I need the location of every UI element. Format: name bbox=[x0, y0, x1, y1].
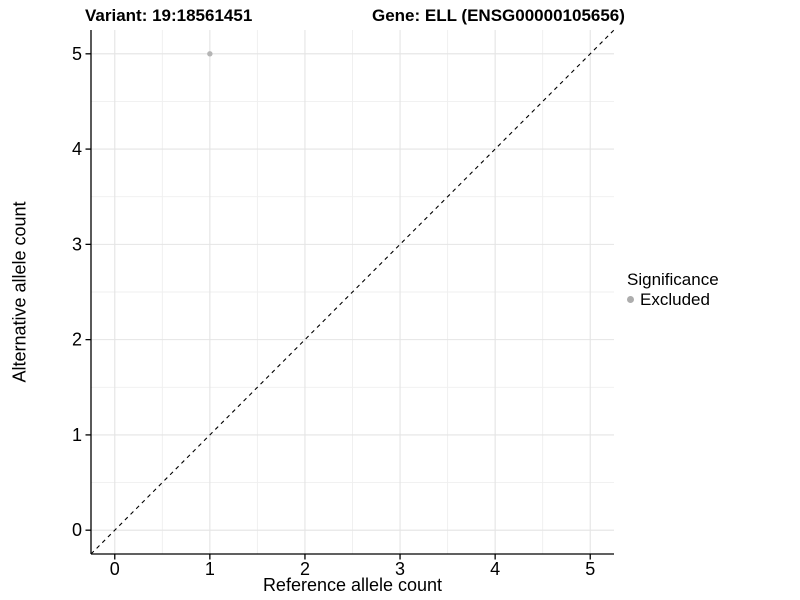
x-tick-label: 2 bbox=[300, 559, 310, 579]
plot-title-gene: Gene: ELL (ENSG00000105656) bbox=[372, 6, 625, 25]
legend-title: Significance bbox=[627, 270, 719, 289]
y-tick-label: 3 bbox=[72, 234, 82, 254]
legend: Significance Excluded bbox=[627, 270, 719, 309]
y-tick-label: 0 bbox=[72, 520, 82, 540]
legend-item: Excluded bbox=[627, 290, 719, 309]
x-tick-label: 1 bbox=[205, 559, 215, 579]
y-tick-label: 2 bbox=[72, 330, 82, 350]
plot-title-variant: Variant: 19:18561451 bbox=[85, 6, 253, 25]
identity-line bbox=[90, 29, 615, 555]
y-axis-label: Alternative allele count bbox=[9, 201, 30, 383]
x-tick-label: 4 bbox=[490, 559, 500, 579]
data-point bbox=[207, 51, 213, 57]
legend-item-label: Excluded bbox=[640, 290, 710, 309]
x-tick-label: 3 bbox=[395, 559, 405, 579]
legend-key-dot bbox=[627, 296, 634, 303]
y-tick-label: 1 bbox=[72, 425, 82, 445]
legend-items: Excluded bbox=[627, 290, 719, 309]
x-tick-label: 5 bbox=[585, 559, 595, 579]
x-axis-label: Reference allele count bbox=[262, 575, 443, 595]
y-tick-label: 5 bbox=[72, 44, 82, 64]
x-tick-label: 0 bbox=[110, 559, 120, 579]
y-tick-label: 4 bbox=[72, 139, 82, 159]
